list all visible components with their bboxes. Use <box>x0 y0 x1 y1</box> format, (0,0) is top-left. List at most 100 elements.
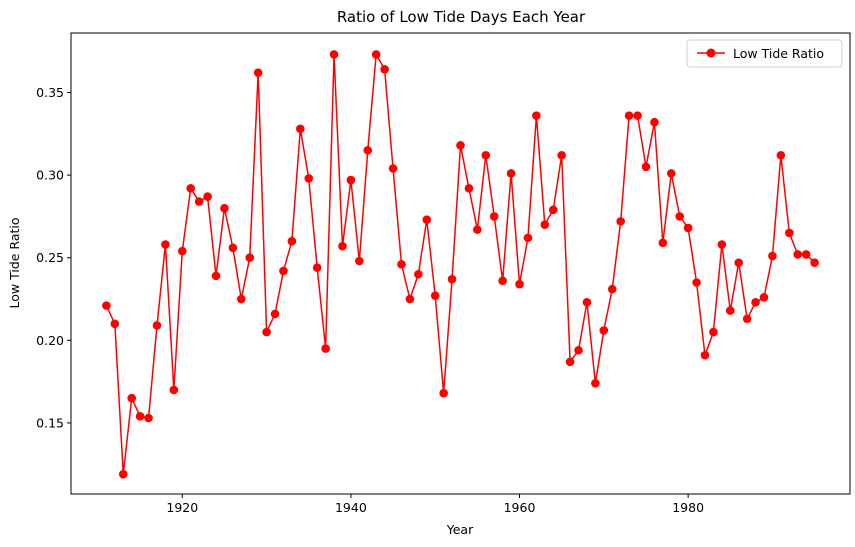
data-point <box>355 256 364 266</box>
data-point <box>211 271 221 281</box>
chart-title: Ratio of Low Tide Days Each Year <box>337 8 586 26</box>
y-axis: 0.15 0.20 0.25 0.30 0.35 <box>36 85 71 430</box>
data-point <box>548 205 558 215</box>
data-point <box>751 298 760 307</box>
data-point <box>591 378 600 388</box>
data-point <box>262 327 271 337</box>
y-tick-label: 0.35 <box>36 85 64 100</box>
data-point <box>329 50 339 59</box>
y-tick-label: 0.20 <box>36 333 64 348</box>
data-point <box>186 184 196 193</box>
data-point <box>321 344 330 353</box>
data-point <box>658 238 668 248</box>
data-point <box>312 263 322 272</box>
data-point <box>776 150 786 160</box>
data-point <box>464 184 474 193</box>
y-axis-label: Low Tide Ratio <box>7 217 22 308</box>
data-point <box>338 241 347 251</box>
data-point <box>220 203 229 213</box>
data-point <box>194 197 204 206</box>
y-tick-label: 0.25 <box>36 250 64 265</box>
data-point <box>582 298 592 307</box>
series-layer <box>102 50 819 479</box>
data-point <box>253 68 263 77</box>
data-point <box>177 246 187 256</box>
data-point <box>574 345 583 355</box>
data-point <box>725 306 735 315</box>
data-point <box>633 111 642 120</box>
x-tick-label: 1980 <box>672 500 704 515</box>
data-point <box>734 258 744 267</box>
data-point <box>422 215 432 225</box>
data-point <box>270 309 280 319</box>
data-point <box>675 212 684 221</box>
legend-marker-swatch <box>706 48 716 58</box>
data-point <box>523 233 533 243</box>
data-point <box>169 385 179 395</box>
data-point <box>245 253 255 263</box>
data-point <box>768 251 777 261</box>
data-point <box>405 294 415 304</box>
data-point <box>430 291 440 301</box>
axes-frame <box>70 32 851 495</box>
data-point <box>144 413 153 423</box>
data-point <box>489 212 499 221</box>
data-point <box>515 279 524 289</box>
data-point <box>801 250 811 259</box>
data-point <box>380 65 389 74</box>
data-point <box>692 278 701 287</box>
x-tick-label: 1960 <box>504 500 536 515</box>
data-point <box>397 260 406 269</box>
data-point <box>624 111 634 120</box>
data-point <box>456 141 465 150</box>
data-point <box>287 236 297 246</box>
data-point <box>540 220 550 229</box>
data-point <box>296 124 305 134</box>
data-point <box>414 269 423 279</box>
data-point <box>557 150 566 160</box>
data-point <box>439 388 448 398</box>
legend: Low Tide Ratio <box>686 39 843 68</box>
data-point <box>447 274 457 284</box>
data-point <box>785 228 794 238</box>
data-point <box>473 225 482 234</box>
data-point <box>810 258 819 267</box>
data-point <box>102 301 111 310</box>
data-point <box>371 50 381 59</box>
legend-box <box>686 39 843 68</box>
data-point <box>742 314 752 324</box>
data-point <box>203 192 212 201</box>
data-point <box>506 169 516 178</box>
data-point <box>717 240 727 249</box>
data-point <box>700 350 710 360</box>
x-tick-label: 1920 <box>166 500 198 515</box>
data-point <box>279 266 288 276</box>
y-tick-label: 0.15 <box>36 415 64 430</box>
data-point <box>683 223 693 233</box>
plot-area: 1920 1940 1960 1980 0.15 0.20 0.25 0.30 0.35 <box>36 32 851 515</box>
data-point <box>237 294 246 304</box>
data-point <box>346 175 356 185</box>
data-point <box>599 326 609 335</box>
data-point <box>532 111 541 120</box>
data-point <box>388 164 398 173</box>
data-point <box>498 276 507 286</box>
y-tick-label: 0.30 <box>36 168 64 183</box>
data-point <box>565 357 575 367</box>
data-point <box>709 327 718 337</box>
data-point <box>161 240 170 249</box>
data-point <box>666 169 676 178</box>
data-point <box>152 321 162 330</box>
data-point <box>650 117 659 127</box>
data-point <box>616 217 625 226</box>
data-point <box>481 150 491 160</box>
data-point <box>793 250 803 259</box>
x-axis: 1920 1940 1960 1980 <box>166 494 704 515</box>
legend-label: Low Tide Ratio <box>733 46 824 61</box>
data-point <box>135 412 145 421</box>
data-point <box>110 319 120 329</box>
data-point <box>304 174 314 183</box>
data-point <box>127 393 136 403</box>
x-tick-label: 1940 <box>335 500 367 515</box>
